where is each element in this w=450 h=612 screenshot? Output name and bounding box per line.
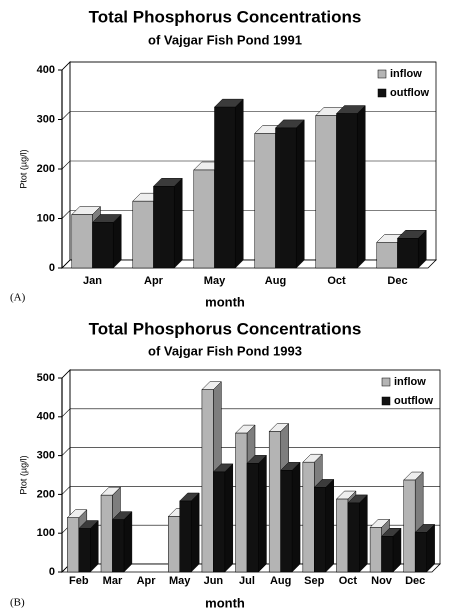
legend-swatch xyxy=(381,396,391,406)
bar xyxy=(168,516,180,573)
x-tick-label: Oct xyxy=(339,575,358,587)
x-tick-label: Sep xyxy=(304,575,324,587)
y-tick-label: 400 xyxy=(37,411,55,423)
bar xyxy=(254,133,276,269)
bar xyxy=(376,242,398,269)
x-tick-label: Jun xyxy=(204,575,224,587)
bar-side xyxy=(224,463,234,573)
y-tick-label: 100 xyxy=(37,527,55,539)
bar xyxy=(280,470,293,573)
y-tick-label: 0 xyxy=(49,566,55,578)
x-tick-label: May xyxy=(204,275,226,287)
panel-label: (A) xyxy=(10,292,26,304)
y-tick-label: 200 xyxy=(37,488,55,500)
bar xyxy=(302,461,315,573)
legend-label: outflow xyxy=(390,87,430,99)
bar xyxy=(132,200,154,269)
bar-side xyxy=(90,519,99,573)
bar xyxy=(214,106,236,269)
bar xyxy=(78,528,91,573)
bar xyxy=(397,238,419,269)
bar xyxy=(246,463,259,573)
y-tick-label: 0 xyxy=(49,262,55,274)
bar xyxy=(201,389,214,573)
left-wall xyxy=(61,61,71,269)
legend-swatch xyxy=(377,88,387,98)
x-tick-label: Mar xyxy=(103,575,123,587)
chart-title: Total Phosphorus Concentrations xyxy=(89,7,362,26)
bar xyxy=(403,479,416,573)
bar-side xyxy=(258,454,267,573)
bar xyxy=(347,502,360,573)
x-axis-label: month xyxy=(205,595,245,610)
bar-side xyxy=(234,98,244,269)
legend-label: inflow xyxy=(390,68,422,80)
bar xyxy=(100,494,113,573)
bar-side xyxy=(291,461,301,573)
y-tick-label: 100 xyxy=(37,212,55,224)
x-tick-label: Aug xyxy=(265,275,286,287)
y-tick-label: 200 xyxy=(37,163,55,175)
y-tick-label: 400 xyxy=(37,64,55,76)
legend-swatch xyxy=(377,69,387,79)
bar-side xyxy=(112,213,122,269)
y-axis-label: Ptot (µg/l) xyxy=(18,455,28,494)
x-tick-label: Jan xyxy=(83,275,102,287)
x-tick-label: Dec xyxy=(405,575,425,587)
bar xyxy=(71,214,93,269)
x-tick-label: May xyxy=(169,575,191,587)
legend-label: inflow xyxy=(394,376,426,388)
y-tick-label: 300 xyxy=(37,113,55,125)
bar xyxy=(275,127,297,269)
bar xyxy=(213,471,226,573)
bar xyxy=(153,186,175,269)
y-axis-label: Ptot (µg/l) xyxy=(18,149,28,188)
bar-side xyxy=(295,119,305,269)
bar xyxy=(179,500,192,573)
bar xyxy=(92,222,114,269)
bar-side xyxy=(356,104,366,269)
x-tick-label: Apr xyxy=(137,575,157,587)
x-tick-label: Jul xyxy=(239,575,255,587)
bar-side xyxy=(123,511,133,573)
bar-side xyxy=(190,492,200,573)
x-axis-label: month xyxy=(205,294,245,309)
bar xyxy=(235,432,248,573)
y-tick-label: 500 xyxy=(37,372,55,384)
bar xyxy=(414,532,427,573)
legend-label: outflow xyxy=(394,395,434,407)
x-tick-label: Dec xyxy=(387,275,407,287)
bar xyxy=(369,527,382,573)
bar xyxy=(112,519,125,573)
bar xyxy=(336,113,358,269)
bar-side xyxy=(359,494,368,573)
x-tick-label: Oct xyxy=(327,275,346,287)
x-tick-label: Feb xyxy=(69,575,89,587)
bar xyxy=(381,536,394,573)
chart-subtitle: of Vajgar Fish Pond 1993 xyxy=(148,343,302,358)
bar xyxy=(193,169,215,269)
bar xyxy=(268,431,281,573)
bar xyxy=(315,115,337,269)
bar-side xyxy=(173,177,183,269)
bar xyxy=(67,517,80,573)
bar-side xyxy=(325,478,334,573)
x-tick-label: Apr xyxy=(144,275,164,287)
legend-swatch xyxy=(381,377,391,387)
bar xyxy=(314,487,326,573)
bar xyxy=(336,498,349,573)
chart-title: Total Phosphorus Concentrations xyxy=(89,319,362,338)
panel-label: (B) xyxy=(10,597,25,609)
x-tick-label: Aug xyxy=(270,575,291,587)
chart-subtitle: of Vajgar Fish Pond 1991 xyxy=(148,32,302,47)
y-tick-label: 300 xyxy=(37,450,55,462)
x-tick-label: Nov xyxy=(371,575,393,587)
